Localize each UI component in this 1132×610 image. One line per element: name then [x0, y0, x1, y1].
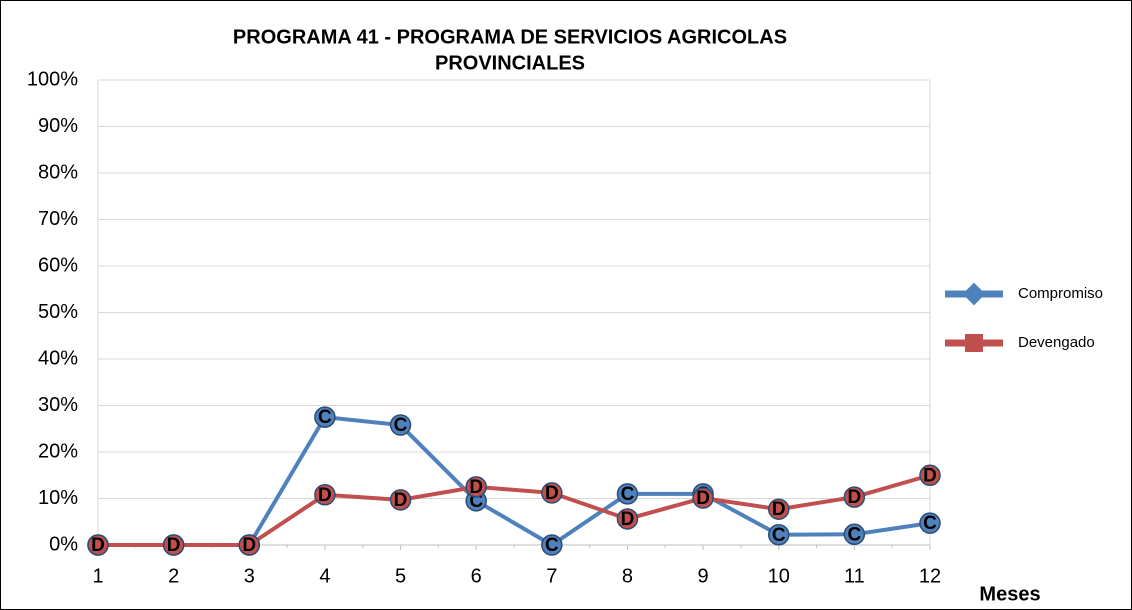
point-label: D — [394, 490, 408, 511]
legend-label: Devengado — [1018, 334, 1095, 351]
data-point — [767, 498, 790, 520]
point-label: C — [621, 484, 635, 505]
data-point — [314, 406, 336, 428]
point-label: D — [772, 499, 786, 520]
legend-label: Compromiso — [1018, 285, 1103, 302]
point-label: C — [847, 524, 861, 545]
point-label: D — [242, 535, 256, 556]
x-axis-title: Meses — [979, 583, 1040, 605]
y-tick-label: 60% — [38, 254, 78, 276]
y-tick-label: 10% — [38, 487, 78, 509]
point-label: C — [545, 535, 559, 556]
data-point — [87, 534, 109, 556]
x-tick-label: 9 — [698, 565, 709, 587]
y-tick-label: 70% — [38, 208, 78, 230]
data-point — [465, 476, 487, 498]
point-label: C — [318, 407, 332, 428]
chart-title: PROVINCIALES — [435, 52, 585, 74]
x-tick-label: 4 — [319, 565, 330, 587]
y-tick-label: 80% — [38, 161, 78, 183]
x-tick-label: 1 — [92, 565, 103, 587]
chart-title: PROGRAMA 41 - PROGRAMA DE SERVICIOS AGRI… — [233, 26, 787, 48]
data-point — [389, 414, 412, 436]
point-label: D — [318, 485, 332, 506]
data-point — [541, 534, 563, 556]
point-label: C — [772, 525, 786, 546]
data-point — [843, 486, 866, 508]
point-label: D — [91, 535, 105, 556]
data-point — [314, 484, 336, 506]
x-tick-label: 5 — [395, 565, 406, 587]
y-tick-label: 50% — [38, 301, 78, 323]
x-tick-label: 2 — [168, 565, 179, 587]
y-tick-label: 90% — [38, 115, 78, 137]
x-tick-label: 10 — [768, 565, 790, 587]
legend-marker — [962, 282, 986, 306]
point-label: C — [923, 513, 937, 534]
data-point — [767, 524, 790, 546]
x-tick-label: 11 — [844, 565, 865, 587]
y-tick-label: 30% — [38, 394, 78, 416]
point-label: D — [469, 477, 483, 498]
point-label: D — [847, 487, 861, 508]
point-label: D — [167, 535, 181, 556]
y-tick-label: 40% — [38, 347, 78, 369]
data-point — [162, 534, 185, 556]
x-tick-label: 12 — [919, 565, 941, 587]
x-tick-label: 3 — [244, 565, 255, 587]
data-point — [616, 483, 639, 505]
data-point — [541, 482, 563, 504]
y-tick-label: 100% — [27, 68, 78, 90]
y-tick-label: 20% — [38, 440, 78, 462]
series-line — [98, 473, 931, 547]
x-tick-label: 7 — [546, 565, 557, 587]
x-tick-label: 6 — [471, 565, 482, 587]
data-point — [919, 464, 941, 486]
x-tick-label: 8 — [622, 565, 633, 587]
data-point — [238, 534, 261, 556]
data-point — [919, 512, 941, 534]
point-label: D — [696, 488, 710, 509]
point-label: D — [621, 509, 635, 530]
legend-marker — [965, 334, 983, 352]
point-label: D — [545, 483, 559, 504]
point-label: C — [394, 415, 408, 436]
point-label: D — [923, 465, 937, 486]
data-point — [843, 523, 866, 546]
data-point — [692, 487, 714, 509]
data-point — [389, 489, 412, 511]
y-tick-label: 0% — [49, 533, 78, 555]
data-point — [616, 508, 639, 530]
